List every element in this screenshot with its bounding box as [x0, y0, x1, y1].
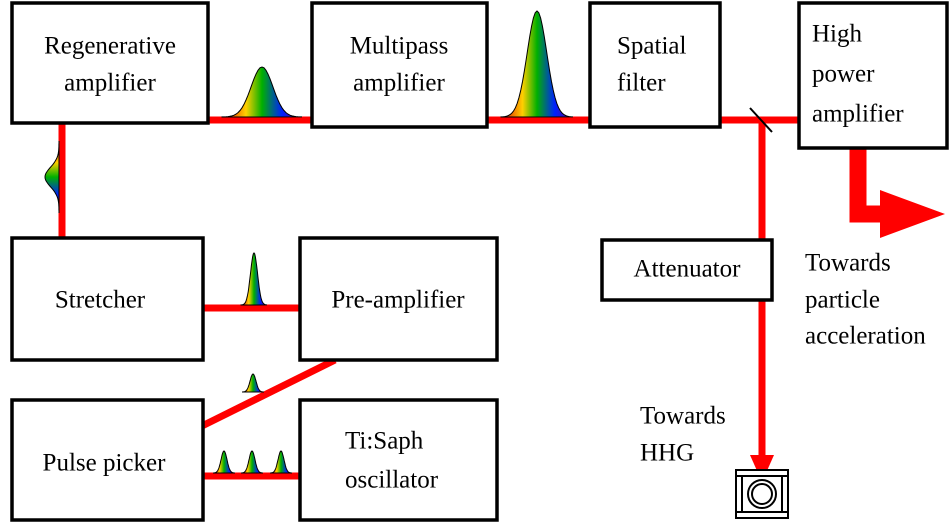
- box: [797, 1, 949, 150]
- beam: [849, 148, 890, 223]
- annotation: Towards: [805, 250, 891, 277]
- pulse: [241, 450, 263, 474]
- box-label: Pre-amplifier: [331, 287, 465, 314]
- annotation: acceleration: [805, 323, 926, 350]
- mirror: [749, 107, 773, 133]
- box-label: oscillator: [345, 467, 439, 494]
- box-label: Attenuator: [634, 256, 742, 283]
- annotation: HHG: [640, 440, 694, 467]
- annotation: particle: [805, 287, 880, 314]
- box: [298, 236, 499, 362]
- box: [588, 1, 722, 129]
- arrow-head: [880, 190, 945, 238]
- pulse: [240, 252, 268, 306]
- box: [10, 1, 210, 125]
- box: [310, 1, 489, 129]
- box-label: amplifier: [812, 101, 904, 128]
- box-label: Spatial: [617, 33, 686, 60]
- box-label: filter: [617, 70, 666, 97]
- annotations: Towards particle acceleration Towards HH…: [640, 250, 926, 467]
- beam: [198, 356, 337, 431]
- box-label: Stretcher: [55, 287, 146, 314]
- box-label: Ti:Saph: [345, 428, 424, 455]
- annotation: Towards: [640, 403, 726, 430]
- pulses: [44, 10, 574, 474]
- box-label: amplifier: [64, 70, 156, 97]
- beams: [58, 107, 945, 482]
- boxes: Regenerative amplifier Multipass amplifi…: [10, 1, 949, 522]
- box-label: Multipass: [350, 33, 449, 60]
- arrow-head: [750, 455, 774, 482]
- box-label: High: [812, 21, 863, 48]
- pulse: [242, 373, 264, 393]
- box-label: Regenerative: [44, 33, 176, 60]
- box: [10, 398, 205, 522]
- pulse: [270, 450, 292, 474]
- pulse: [221, 66, 303, 118]
- vacuum-chamber: [735, 469, 789, 519]
- box: [10, 236, 205, 362]
- box-label: power: [812, 61, 875, 88]
- pulse: [44, 141, 60, 213]
- pulse: [213, 450, 235, 474]
- box-label: Pulse picker: [43, 450, 167, 477]
- box: [298, 398, 499, 522]
- box-label: amplifier: [353, 70, 445, 97]
- box: [600, 238, 774, 302]
- pulse: [500, 10, 574, 118]
